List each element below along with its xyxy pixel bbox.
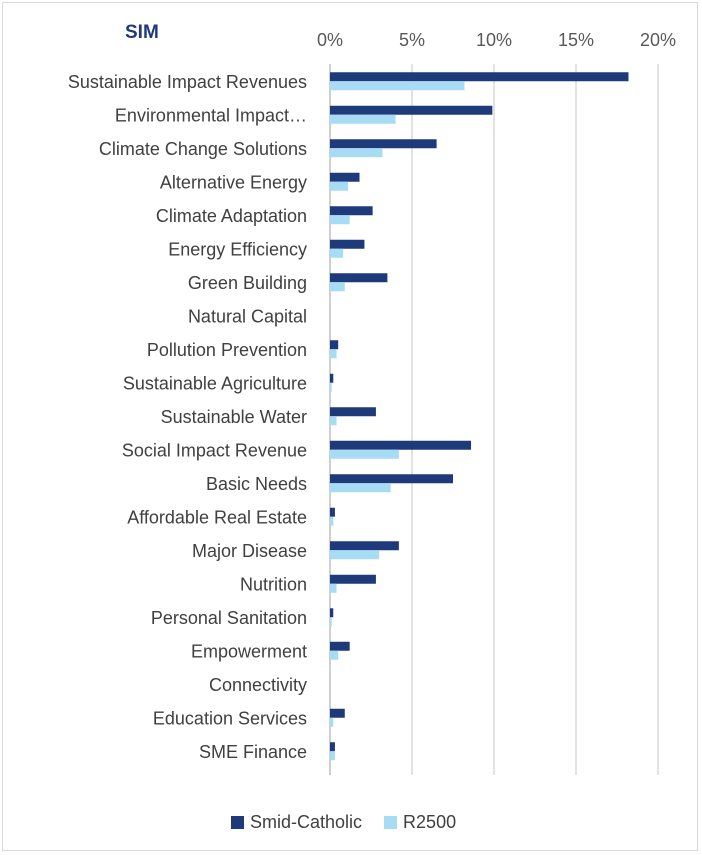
bar-r2500 bbox=[330, 516, 334, 526]
bar-r2500 bbox=[330, 148, 383, 158]
bar-smid-catholic bbox=[330, 574, 376, 584]
bar-smid-catholic bbox=[330, 608, 334, 618]
category-label: Affordable Real Estate bbox=[127, 507, 307, 527]
bar-r2500 bbox=[330, 282, 345, 292]
category-label: Energy Efficiency bbox=[168, 239, 307, 259]
category-label: Sustainable Impact Revenues bbox=[68, 72, 307, 92]
bar-r2500 bbox=[330, 416, 337, 426]
category-label: Connectivity bbox=[209, 675, 307, 695]
chart-title: SIM bbox=[125, 22, 159, 43]
bar-r2500 bbox=[330, 650, 339, 660]
category-label: Pollution Prevention bbox=[147, 340, 307, 360]
bar-smid-catholic bbox=[330, 105, 493, 115]
category-label: Education Services bbox=[153, 708, 307, 728]
bar-smid-catholic bbox=[330, 708, 345, 718]
bar-smid-catholic bbox=[330, 172, 360, 182]
bar-r2500 bbox=[330, 215, 350, 225]
category-label: Personal Sanitation bbox=[151, 608, 307, 628]
category-label: Climate Adaptation bbox=[156, 206, 307, 226]
bar-r2500 bbox=[330, 717, 334, 727]
category-label: SME Finance bbox=[199, 742, 307, 762]
category-label: Major Disease bbox=[192, 541, 307, 561]
bar-r2500 bbox=[330, 449, 399, 459]
bar-smid-catholic bbox=[330, 373, 334, 383]
bar-smid-catholic bbox=[330, 440, 472, 450]
category-label: Alternative Energy bbox=[160, 172, 307, 192]
bar-smid-catholic bbox=[330, 407, 376, 417]
bar-smid-catholic bbox=[330, 273, 388, 283]
bar-r2500 bbox=[330, 617, 332, 627]
x-tick-label: 0% bbox=[317, 30, 343, 50]
bar-smid-catholic bbox=[330, 206, 373, 216]
bar-r2500 bbox=[330, 114, 396, 124]
bar-r2500 bbox=[330, 382, 332, 392]
bar-smid-catholic bbox=[330, 742, 335, 752]
category-label: Climate Change Solutions bbox=[99, 139, 307, 159]
bar-r2500 bbox=[330, 483, 391, 493]
category-label: Empowerment bbox=[191, 641, 307, 661]
category-label: Basic Needs bbox=[206, 474, 307, 494]
legend-label-r2500: R2500 bbox=[403, 812, 457, 832]
x-tick-label: 20% bbox=[640, 30, 676, 50]
category-label: Sustainable Agriculture bbox=[123, 373, 307, 393]
bar-r2500 bbox=[330, 583, 337, 593]
legend-label-smid-catholic: Smid-Catholic bbox=[250, 812, 363, 832]
legend-item-smid-catholic: Smid-Catholic bbox=[231, 812, 362, 833]
x-tick-label: 10% bbox=[476, 30, 512, 50]
bar-r2500 bbox=[330, 751, 335, 761]
bar-r2500 bbox=[330, 349, 337, 359]
category-label: Sustainable Water bbox=[161, 407, 307, 427]
category-label: Natural Capital bbox=[188, 306, 307, 326]
category-label: Nutrition bbox=[240, 574, 307, 594]
bar-smid-catholic bbox=[330, 541, 399, 551]
bar-smid-catholic bbox=[330, 474, 453, 484]
bar-r2500 bbox=[330, 81, 465, 91]
bar-smid-catholic bbox=[330, 72, 629, 82]
legend: Smid-Catholic R2500 bbox=[231, 812, 478, 833]
bar-chart: 0% 5% 10% 15% 20% Sustainable Impact Revenues… bbox=[68, 30, 676, 775]
legend-swatch-smid-catholic bbox=[231, 816, 244, 829]
x-tick-label: 15% bbox=[558, 30, 594, 50]
bar-smid-catholic bbox=[330, 507, 335, 517]
x-tick-label: 5% bbox=[399, 30, 425, 50]
category-label: Green Building bbox=[188, 273, 307, 293]
category-label: Social Impact Revenue bbox=[122, 440, 307, 460]
legend-swatch-r2500 bbox=[384, 816, 398, 829]
bar-r2500 bbox=[330, 181, 349, 191]
bar-smid-catholic bbox=[330, 239, 365, 249]
bar-r2500 bbox=[330, 248, 344, 258]
category-label: Environmental Impact… bbox=[115, 105, 307, 125]
legend-item-r2500: R2500 bbox=[384, 812, 456, 833]
bar-smid-catholic bbox=[330, 340, 339, 350]
bar-smid-catholic bbox=[330, 139, 437, 149]
bar-smid-catholic bbox=[330, 641, 350, 651]
bar-r2500 bbox=[330, 550, 380, 560]
